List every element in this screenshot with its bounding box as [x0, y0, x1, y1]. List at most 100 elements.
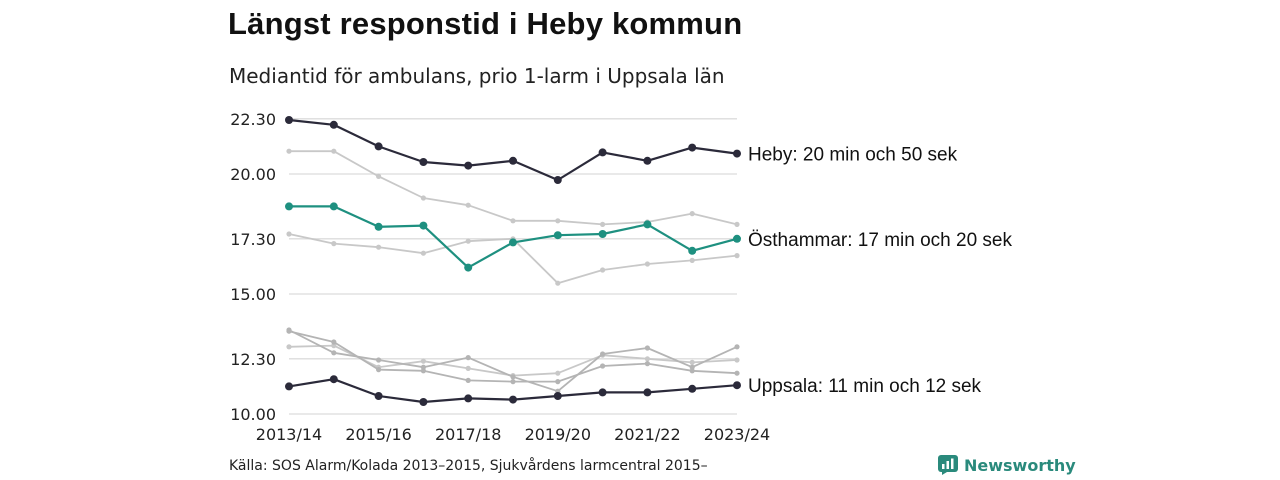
- data-point-heby: [374, 142, 383, 151]
- data-point-other: [734, 370, 740, 376]
- data-point-other: [465, 377, 471, 383]
- data-point-other: [420, 368, 426, 374]
- series-line-other: [288, 344, 738, 377]
- data-point-östhammar: [553, 231, 562, 240]
- data-point-östhammar: [374, 222, 383, 231]
- brand-logo[interactable]: Newsworthy: [938, 455, 1076, 475]
- y-tick-label: 10.00: [230, 405, 276, 424]
- y-tick-label: 12.30: [230, 350, 276, 369]
- data-point-heby: [643, 156, 652, 165]
- data-point-heby: [598, 148, 607, 157]
- x-tick-label: 2013/14: [256, 425, 322, 444]
- data-point-other: [734, 357, 740, 363]
- x-tick-label: 2021/22: [614, 425, 680, 444]
- data-point-other: [600, 267, 606, 273]
- data-point-other: [465, 355, 471, 361]
- data-point-uppsala: [598, 388, 607, 397]
- chart-title: Längst responstid i Heby kommun: [228, 6, 743, 41]
- data-point-heby: [419, 158, 428, 166]
- data-point-other: [331, 241, 337, 247]
- data-point-other: [510, 379, 516, 385]
- data-point-other: [555, 218, 561, 224]
- data-point-heby: [509, 156, 517, 165]
- data-point-other: [600, 363, 606, 369]
- data-point-östhammar: [464, 263, 473, 272]
- data-point-heby: [688, 143, 697, 152]
- data-point-heby: [553, 176, 562, 184]
- data-point-other: [734, 221, 740, 227]
- data-point-östhammar: [419, 221, 428, 230]
- data-point-other: [644, 361, 651, 367]
- data-point-other: [286, 344, 292, 350]
- data-point-other: [420, 364, 426, 370]
- data-point-östhammar: [688, 246, 697, 255]
- data-point-other: [331, 339, 337, 345]
- data-point-östhammar: [329, 202, 338, 211]
- data-point-uppsala: [688, 384, 697, 393]
- data-point-other: [376, 173, 382, 179]
- data-point-other: [420, 250, 426, 256]
- brand-name: Newsworthy: [964, 455, 1076, 475]
- data-point-other: [331, 148, 337, 154]
- data-point-other: [555, 379, 561, 385]
- data-point-uppsala: [509, 395, 517, 404]
- y-tick-label: 22.30: [230, 110, 276, 129]
- data-point-other: [644, 356, 651, 362]
- data-point-other: [600, 221, 606, 227]
- data-point-other: [555, 280, 561, 286]
- data-point-other: [331, 350, 337, 356]
- data-point-heby: [733, 149, 741, 158]
- data-point-östhammar: [285, 202, 293, 211]
- data-point-other: [286, 148, 292, 154]
- data-point-other: [376, 244, 382, 250]
- y-tick-label: 20.00: [230, 165, 276, 184]
- data-point-östhammar: [598, 230, 607, 238]
- data-point-other: [689, 359, 695, 365]
- data-point-other: [600, 351, 606, 357]
- data-point-other: [510, 374, 516, 380]
- series-label-östhammar: Östhammar: 17 min och 20 sek: [748, 230, 1012, 251]
- data-point-other: [420, 358, 426, 364]
- data-point-other: [420, 195, 426, 201]
- data-point-other: [465, 202, 471, 208]
- newsworthy-logo-icon: [938, 455, 958, 475]
- data-point-heby: [285, 116, 293, 124]
- data-point-östhammar: [733, 234, 741, 243]
- data-point-other: [510, 218, 516, 224]
- data-point-other: [376, 367, 382, 373]
- y-tick-label: 17.30: [230, 230, 276, 249]
- data-point-östhammar: [509, 238, 517, 247]
- data-point-other: [734, 253, 740, 259]
- data-point-other: [734, 344, 740, 350]
- data-point-heby: [329, 120, 338, 129]
- data-point-uppsala: [733, 381, 741, 390]
- series-label-heby: Heby: 20 min och 50 sek: [748, 145, 958, 166]
- data-point-uppsala: [329, 375, 338, 384]
- data-point-uppsala: [419, 398, 428, 406]
- data-point-other: [689, 257, 695, 263]
- data-point-other: [465, 238, 471, 244]
- data-point-other: [555, 370, 561, 376]
- data-point-uppsala: [643, 388, 652, 397]
- data-point-other: [465, 365, 471, 371]
- data-point-uppsala: [285, 382, 293, 391]
- data-point-uppsala: [374, 392, 383, 400]
- data-point-östhammar: [643, 220, 652, 229]
- line-chart: 10.00 12.30 15.00 17.30 20.00 22.30 2013/14 201…: [230, 110, 1012, 444]
- data-point-other: [376, 357, 382, 363]
- data-point-uppsala: [464, 394, 473, 403]
- series-line-heby: [288, 118, 738, 182]
- chart-subtitle: Mediantid för ambulans, prio 1-larm i Up…: [229, 64, 725, 88]
- data-point-other: [644, 261, 651, 267]
- x-tick-label: 2015/16: [345, 425, 411, 444]
- data-point-other: [331, 343, 337, 349]
- data-point-other: [689, 364, 695, 370]
- data-point-uppsala: [553, 392, 562, 400]
- x-tick-label: 2017/18: [435, 425, 501, 444]
- source-note: Källa: SOS Alarm/Kolada 2013–2015, Sjukv…: [229, 458, 708, 474]
- x-tick-label: 2023/24: [704, 425, 770, 444]
- data-point-other: [689, 368, 695, 374]
- y-tick-label: 15.00: [230, 285, 276, 304]
- x-tick-label: 2019/20: [525, 425, 591, 444]
- series-label-uppsala: Uppsala: 11 min och 12 sek: [748, 376, 982, 397]
